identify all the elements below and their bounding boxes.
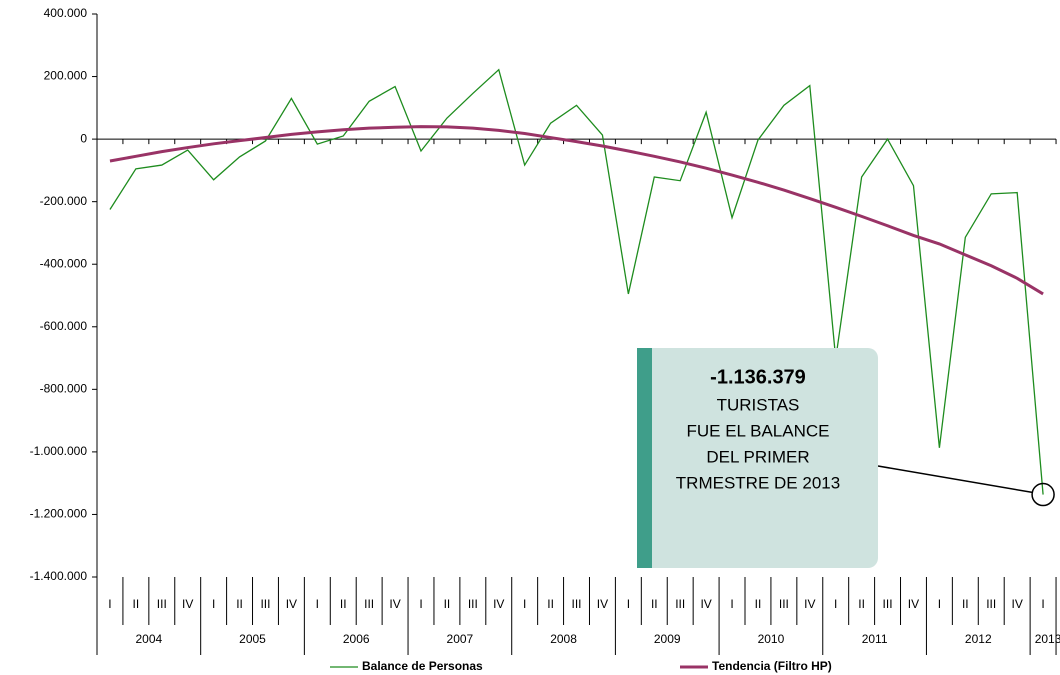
legend-label: Tendencia (Filtro HP) bbox=[712, 659, 832, 673]
data-line bbox=[109, 125, 1044, 296]
x-tick-label: IV bbox=[908, 597, 919, 611]
x-tick-label: II bbox=[858, 597, 865, 611]
x-tick-label: III bbox=[260, 597, 270, 611]
x-tick-label: II bbox=[755, 597, 762, 611]
x-tick-label: II bbox=[547, 597, 554, 611]
x-tick-label: I bbox=[627, 597, 630, 611]
x-tick-label: IV bbox=[700, 597, 711, 611]
x-tick-label: I bbox=[730, 597, 733, 611]
annotation-text: TURISTAS bbox=[717, 395, 800, 414]
x-tick-label: III bbox=[779, 597, 789, 611]
y-tick-label: 200.000 bbox=[44, 69, 88, 83]
x-tick-label: I bbox=[834, 597, 837, 611]
year-label: 2009 bbox=[654, 632, 681, 646]
year-label: 2010 bbox=[758, 632, 785, 646]
x-tick-label: I bbox=[1041, 597, 1044, 611]
x-tick-label: III bbox=[468, 597, 478, 611]
annotation-text: DEL PRIMER bbox=[706, 447, 809, 466]
x-tick-label: IV bbox=[493, 597, 504, 611]
x-tick-label: II bbox=[133, 597, 140, 611]
x-tick-label: II bbox=[651, 597, 658, 611]
y-tick-label: 0 bbox=[80, 131, 87, 145]
x-tick-label: I bbox=[419, 597, 422, 611]
x-tick-label: I bbox=[316, 597, 319, 611]
x-tick-label: III bbox=[157, 597, 167, 611]
x-tick-label: IV bbox=[286, 597, 297, 611]
year-label: 2013 bbox=[1035, 632, 1060, 646]
data-line bbox=[109, 68, 1044, 495]
x-tick-label: I bbox=[212, 597, 215, 611]
x-tick-label: IV bbox=[597, 597, 608, 611]
x-tick-label: I bbox=[523, 597, 526, 611]
x-tick-label: IV bbox=[182, 597, 193, 611]
year-label: 2011 bbox=[862, 632, 888, 646]
annotation-bar bbox=[637, 348, 652, 568]
x-tick-label: IV bbox=[389, 597, 400, 611]
annotation-text: TRMESTRE DE 2013 bbox=[676, 473, 840, 492]
year-label: 2007 bbox=[447, 632, 474, 646]
x-tick-label: IV bbox=[1011, 597, 1022, 611]
y-tick-label: -800.000 bbox=[40, 382, 88, 396]
x-tick-label: I bbox=[938, 597, 941, 611]
x-tick-label: II bbox=[444, 597, 451, 611]
y-tick-label: -1.200.000 bbox=[30, 507, 88, 521]
legend-label: Balance de Personas bbox=[362, 659, 483, 673]
annotation-leader bbox=[877, 465, 1034, 494]
x-tick-label: III bbox=[883, 597, 893, 611]
x-tick-label: III bbox=[364, 597, 374, 611]
annotation-title: -1.136.379 bbox=[710, 366, 806, 388]
y-tick-label: -600.000 bbox=[40, 319, 88, 333]
annotation-text: FUE EL BALANCE bbox=[687, 421, 830, 440]
year-label: 2008 bbox=[550, 632, 577, 646]
year-label: 2012 bbox=[965, 632, 992, 646]
y-tick-label: -200.000 bbox=[40, 194, 88, 208]
x-tick-label: III bbox=[675, 597, 685, 611]
x-tick-label: I bbox=[108, 597, 111, 611]
y-tick-label: -400.000 bbox=[40, 256, 88, 270]
x-tick-label: II bbox=[236, 597, 243, 611]
year-label: 2004 bbox=[135, 632, 162, 646]
annotation-box bbox=[637, 348, 878, 568]
x-tick-label: IV bbox=[804, 597, 815, 611]
x-tick-label: III bbox=[572, 597, 582, 611]
x-tick-label: II bbox=[340, 597, 347, 611]
x-tick-label: II bbox=[962, 597, 969, 611]
x-tick-label: III bbox=[986, 597, 996, 611]
year-label: 2006 bbox=[343, 632, 370, 646]
y-tick-label: -1.000.000 bbox=[30, 444, 88, 458]
y-tick-label: 400.000 bbox=[44, 6, 88, 20]
highlight-circle bbox=[1031, 482, 1055, 507]
year-label: 2005 bbox=[239, 632, 266, 646]
y-tick-label: -1.400.000 bbox=[30, 569, 88, 583]
